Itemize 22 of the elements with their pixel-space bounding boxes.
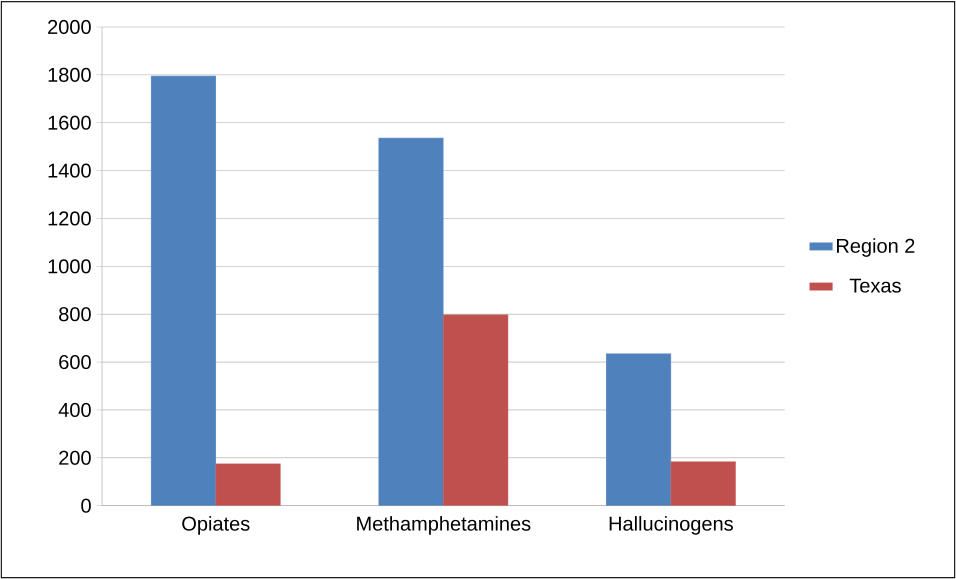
y-tick-label: 2000 [48,20,91,34]
x-tick-label: Methamphetamines [357,516,530,535]
bar [443,314,508,506]
y-tick-label: 200 [59,450,91,465]
x-tick-label: Opiates [182,516,250,535]
y-tick-label: 1400 [48,164,91,178]
y-tick-label: 1000 [48,259,91,274]
bar [670,461,736,506]
y-tick-label: 1800 [48,68,91,82]
x-tick-label: Hallucinogens [610,516,733,535]
legend-label: Region 2 [837,238,914,257]
y-tick-label: 800 [59,307,91,322]
bar [378,138,444,506]
y-tick-label: 600 [59,354,91,370]
legend-label: Texas [850,278,901,293]
y-tick-label: 1200 [48,211,91,226]
bar [606,353,672,506]
y-tick-label: 400 [58,402,91,418]
bar [216,464,281,506]
y-tick-label: 0 [81,498,91,513]
bar [150,76,216,506]
y-tick-label: 1600 [48,116,91,130]
